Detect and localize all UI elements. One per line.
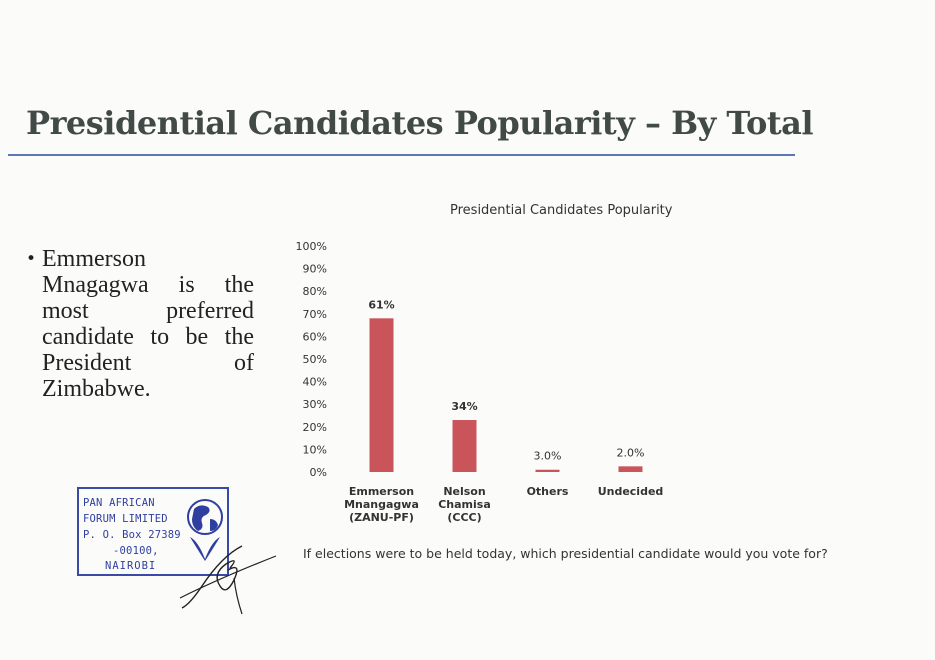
data-label: 3.0% — [534, 450, 562, 463]
data-label: 2.0% — [617, 446, 645, 459]
y-tick-label: 90% — [303, 263, 327, 276]
x-tick-label: Mnangagwa — [344, 498, 419, 511]
chart-title: Presidential Candidates Popularity — [450, 203, 673, 218]
data-label: 61% — [368, 298, 394, 311]
x-tick-label: Undecided — [598, 485, 664, 498]
bullet-point: • Emmerson Mnagagwa is the most preferre… — [26, 246, 254, 402]
stamp-line-3: P. O. Box 27389 — [83, 529, 181, 541]
x-tick-label: Nelson — [443, 485, 485, 498]
bullet-dot: • — [26, 249, 37, 269]
x-tick-label: Chamisa — [438, 498, 491, 511]
bar — [369, 318, 394, 472]
title-divider — [8, 154, 795, 156]
slide-title: Presidential Candidates Popularity – By … — [26, 104, 814, 142]
y-tick-label: 20% — [303, 421, 327, 434]
y-tick-label: 10% — [303, 443, 327, 456]
data-label: 34% — [451, 400, 477, 413]
y-tick-label: 30% — [303, 398, 327, 411]
y-tick-label: 100% — [296, 240, 327, 253]
stamp-line-4: -00100, — [113, 545, 159, 557]
y-tick-label: 80% — [303, 285, 327, 298]
x-tick-label: (CCC) — [447, 511, 481, 524]
signature-icon — [179, 545, 277, 615]
bar — [618, 466, 643, 472]
bar — [452, 420, 477, 472]
stamp-line-1: PAN AFRICAN — [83, 497, 155, 509]
x-tick-label: Others — [527, 485, 569, 498]
globe-logo-icon — [187, 499, 223, 561]
bullet-text: Emmerson Mnagagwa is the most preferred … — [42, 246, 254, 402]
y-tick-label: 0% — [310, 466, 327, 479]
y-tick-label: 40% — [303, 376, 327, 389]
x-tick-label: (ZANU-PF) — [349, 511, 414, 524]
x-tick-label: Emmerson — [349, 485, 414, 498]
y-tick-label: 60% — [303, 330, 327, 343]
stamp-line-5: NAIROBI — [105, 560, 157, 572]
company-stamp: PAN AFRICAN FORUM LIMITED P. O. Box 2738… — [77, 487, 229, 576]
y-tick-label: 50% — [303, 353, 327, 366]
bar — [535, 469, 560, 472]
y-tick-label: 70% — [303, 308, 327, 321]
bar-chart: 0% 10% 20% 30% 40% 50% 60% 70% 80% 90% 100% 61% Emme… — [296, 240, 664, 524]
survey-question: If elections were to be held today, whic… — [303, 546, 828, 561]
stamp-line-2: FORUM LIMITED — [83, 513, 168, 525]
